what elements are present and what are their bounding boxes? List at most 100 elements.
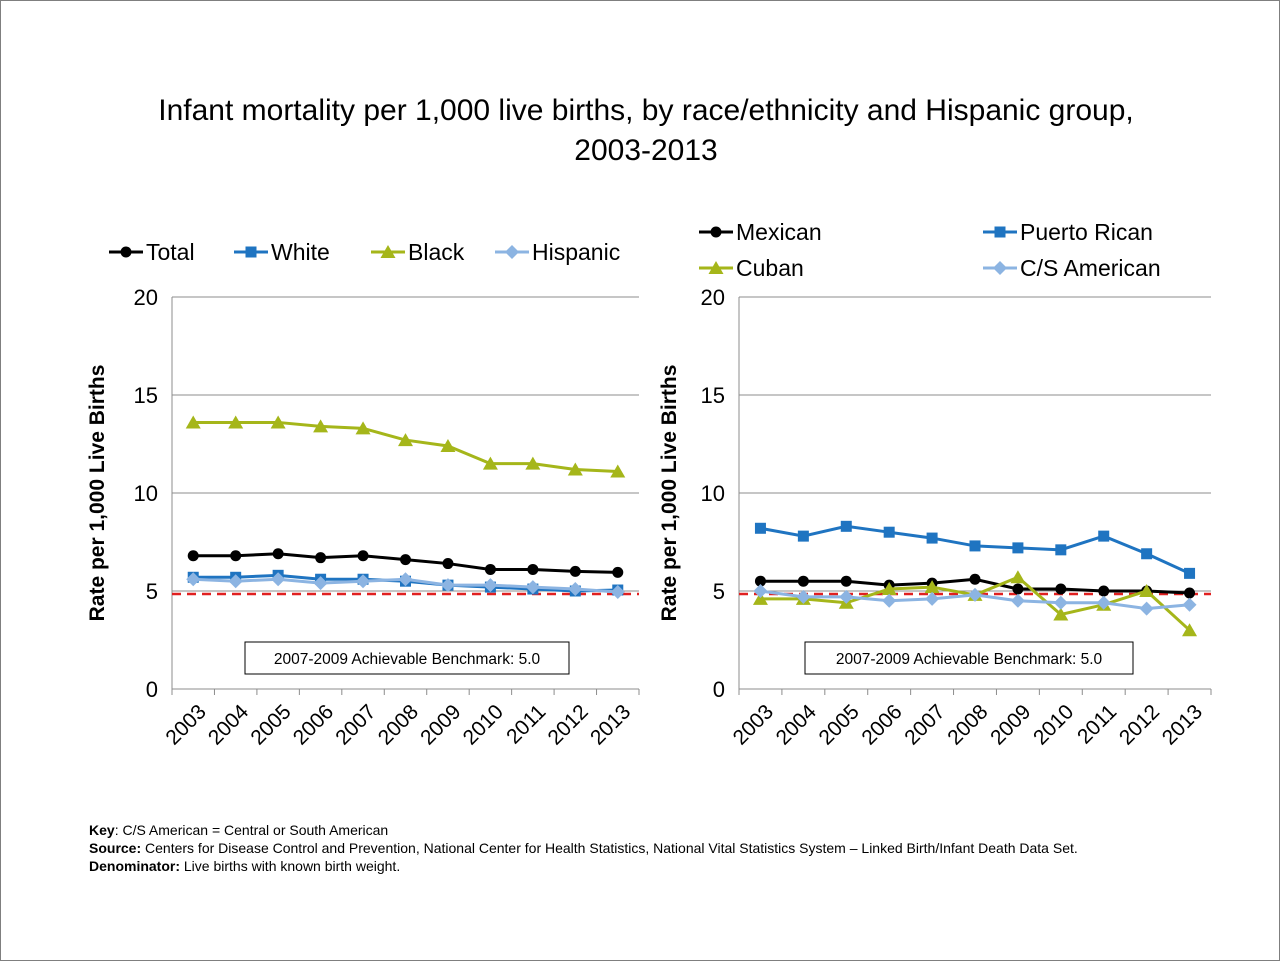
data-point	[840, 575, 852, 587]
x-tick-label: 2012	[1115, 700, 1164, 749]
x-tick-label: 2006	[289, 700, 338, 749]
data-point	[398, 572, 413, 587]
data-point	[185, 415, 201, 429]
y-tick-label: 0	[146, 677, 158, 702]
data-point	[882, 593, 897, 608]
legend-label: Mexican	[736, 219, 822, 245]
data-point	[186, 572, 201, 587]
series-puerto-rican	[754, 520, 1196, 579]
data-point	[1053, 607, 1069, 621]
data-point	[400, 554, 411, 566]
legend-label: Hispanic	[532, 239, 620, 265]
y-tick-label: 20	[701, 285, 725, 310]
benchmark-label: 2007-2009 Achievable Benchmark: 5.0	[274, 651, 541, 668]
key-label: Key	[89, 822, 115, 838]
data-point	[398, 433, 413, 447]
chart-hispanic: 0 5 10 15 20 20032004200520062007200820092010…	[658, 219, 1212, 750]
data-point	[1010, 570, 1026, 584]
x-tick-label: 2006	[857, 700, 906, 749]
data-point	[881, 582, 897, 596]
y-tick-label: 15	[701, 383, 725, 408]
y-tick-label: 20	[134, 285, 158, 310]
chart-title: Infant mortality per 1,000 live births, …	[158, 94, 1134, 167]
x-tick-label: 2009	[986, 700, 1035, 749]
x-tick-label: 2008	[374, 700, 423, 749]
legend-item: Cuban	[699, 255, 804, 281]
x-tick-label: 2011	[502, 700, 550, 748]
data-point	[1012, 583, 1024, 595]
data-point	[484, 563, 496, 575]
data-point	[187, 550, 199, 562]
data-point	[610, 464, 626, 478]
data-point	[569, 565, 581, 577]
data-point	[315, 552, 327, 564]
data-point	[754, 575, 766, 587]
y-axis-label: Rate per 1,000 Live Births	[86, 365, 109, 622]
legend-marker	[993, 261, 1007, 275]
benchmark-box	[244, 641, 570, 675]
data-point	[525, 456, 541, 470]
data-point	[527, 563, 539, 575]
legend-marker	[994, 226, 1006, 238]
data-point	[1184, 587, 1196, 599]
data-point	[924, 580, 940, 594]
legend-item: Mexican	[699, 219, 822, 245]
series-hispanic	[186, 572, 625, 599]
y-tick-label: 10	[701, 481, 725, 506]
source-text: Centers for Disease Control and Preventi…	[141, 840, 1078, 856]
x-tick-label: 2010	[459, 700, 508, 749]
legend-item: C/S American	[983, 255, 1161, 281]
legend-marker	[245, 246, 257, 258]
series-total	[187, 548, 624, 578]
denominator-text: Live births with known birth weight.	[180, 858, 401, 874]
x-tick-label: 2009	[416, 700, 465, 749]
data-point	[568, 582, 583, 597]
data-point	[313, 419, 329, 433]
data-point	[752, 591, 768, 605]
data-point	[968, 587, 982, 602]
data-point	[1098, 530, 1110, 542]
data-point	[926, 532, 938, 544]
y-tick-label: 15	[134, 383, 158, 408]
data-point	[270, 415, 286, 429]
data-point	[796, 589, 811, 604]
x-tick-label: 2011	[1073, 700, 1121, 748]
legend-label: Total	[146, 239, 195, 265]
chart-race: 0 5 10 15 20 20032004200520062007200820092010…	[86, 239, 640, 750]
data-point	[797, 575, 809, 587]
data-point	[797, 530, 809, 542]
data-point	[839, 589, 854, 604]
x-tick-label: 2003	[161, 700, 210, 749]
denominator-label: Denominator:	[89, 858, 180, 874]
x-tick-label: 2008	[943, 700, 992, 749]
x-tick-label: 2007	[900, 700, 949, 749]
data-point	[754, 522, 766, 534]
data-point	[1055, 544, 1067, 556]
x-tick-label: 2012	[544, 700, 593, 749]
data-point	[1182, 597, 1197, 612]
data-point	[883, 526, 895, 538]
x-tick-label: 2005	[815, 700, 864, 749]
legend-label: C/S American	[1020, 255, 1161, 281]
chart-notes: Key: C/S American = Central or South Ame…	[89, 821, 1209, 875]
data-point	[271, 572, 286, 587]
data-point	[610, 584, 625, 599]
data-point	[1053, 595, 1068, 610]
charts-canvas: 0510152020032004200520062007200820092010…	[86, 219, 1212, 750]
data-point	[483, 578, 498, 593]
denominator-note: Denominator: Live births with known birt…	[89, 857, 1209, 875]
x-tick-label: 2004	[772, 700, 822, 750]
y-tick-label: 0	[713, 677, 725, 702]
legend-marker	[505, 245, 519, 259]
legend-label: Black	[408, 239, 465, 265]
series-c-s-american	[753, 584, 1197, 616]
data-point	[925, 591, 940, 606]
data-point	[355, 421, 371, 435]
legend-item: Puerto Rican	[983, 219, 1153, 245]
benchmark-label: 2007-2009 Achievable Benchmark: 5.0	[836, 651, 1103, 668]
data-point	[357, 550, 369, 562]
data-point	[440, 438, 456, 452]
legend-item: Total	[109, 239, 195, 265]
data-point	[1141, 548, 1153, 560]
series-line	[760, 575, 1191, 632]
